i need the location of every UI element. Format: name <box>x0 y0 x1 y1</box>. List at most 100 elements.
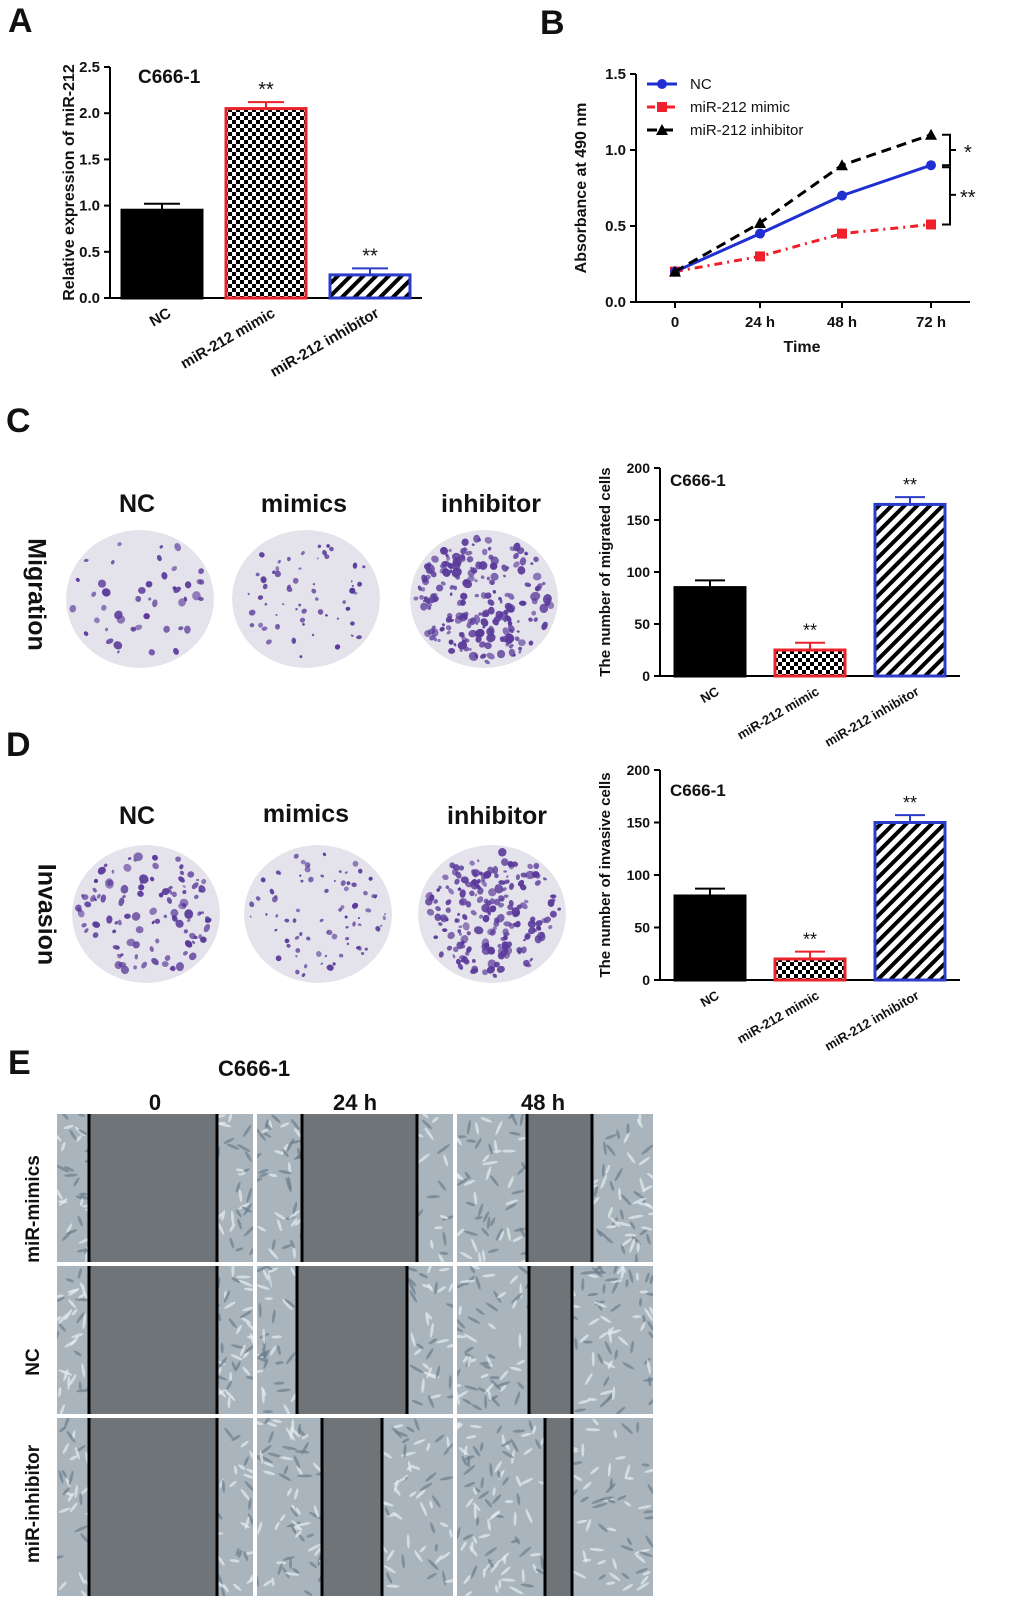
x-tick-label: 0 <box>671 314 679 331</box>
cell <box>294 1488 299 1500</box>
cell <box>610 1304 621 1312</box>
stained-cell <box>352 921 356 927</box>
stained-cell <box>508 644 514 649</box>
cell <box>235 1548 240 1557</box>
cell <box>647 1212 653 1216</box>
panel-label-b: B <box>540 4 565 42</box>
cell <box>77 1248 87 1253</box>
stained-cell <box>457 641 468 650</box>
cell <box>244 1151 252 1162</box>
cell <box>68 1299 77 1309</box>
cell <box>434 1226 443 1230</box>
cell <box>592 1502 608 1509</box>
cell <box>292 1568 300 1574</box>
cell <box>257 1369 264 1374</box>
stained-cell <box>496 965 505 973</box>
stained-cell <box>326 964 334 971</box>
cell <box>635 1272 639 1281</box>
stained-cell <box>550 894 557 899</box>
panel-label-e: E <box>8 1044 31 1082</box>
y-tick-label: 100 <box>627 564 651 580</box>
cell <box>474 1216 483 1220</box>
cell <box>644 1308 653 1322</box>
cell <box>600 1315 612 1323</box>
stained-cell <box>350 621 355 626</box>
stained-cell <box>188 952 197 961</box>
stained-cell <box>295 969 300 975</box>
cell <box>418 1273 429 1279</box>
cell <box>259 1450 264 1464</box>
stained-cell <box>172 915 178 922</box>
stained-cell <box>478 612 482 616</box>
cell <box>67 1289 79 1293</box>
cell <box>516 1360 526 1365</box>
cell <box>646 1359 651 1375</box>
cell <box>298 1534 305 1542</box>
stained-cell <box>451 567 462 578</box>
stained-cell <box>345 937 350 941</box>
cell <box>589 1547 605 1552</box>
cell <box>74 1525 89 1533</box>
stained-cell <box>426 602 432 608</box>
cell <box>271 1114 281 1123</box>
stained-cell <box>81 894 85 898</box>
stained-cell <box>130 626 137 632</box>
stained-cell <box>519 884 527 891</box>
cell <box>529 1553 542 1557</box>
legend-marker <box>657 79 667 89</box>
stained-cell <box>247 592 250 596</box>
cell <box>401 1438 410 1444</box>
wound-time-0: 0 <box>148 1090 162 1115</box>
stained-cell <box>445 885 450 889</box>
cell <box>470 1541 474 1552</box>
cell <box>279 1456 294 1461</box>
stained-cell <box>178 626 184 631</box>
stained-cell <box>179 898 189 907</box>
cell <box>643 1510 653 1514</box>
cell <box>58 1323 67 1332</box>
stained-cell <box>324 954 328 958</box>
cell <box>232 1583 242 1591</box>
dish-image <box>72 845 220 983</box>
stained-cell <box>169 889 173 895</box>
stained-cell <box>345 926 349 929</box>
cell <box>407 1277 417 1287</box>
cell <box>238 1549 243 1558</box>
cell <box>74 1298 91 1302</box>
cell <box>592 1418 599 1426</box>
cell <box>386 1572 393 1584</box>
category-label: NC <box>147 305 174 331</box>
cell <box>57 1188 63 1200</box>
stained-cell <box>175 856 182 862</box>
stained-cell <box>97 579 107 588</box>
stained-cell <box>486 576 490 581</box>
stained-cell <box>374 894 378 899</box>
cell <box>598 1331 609 1339</box>
stained-cell <box>471 543 475 547</box>
wound-image <box>57 1114 253 1262</box>
cell <box>611 1279 620 1294</box>
stained-cell <box>524 933 531 940</box>
cell <box>458 1305 462 1316</box>
cell <box>646 1233 651 1245</box>
cell <box>290 1218 298 1227</box>
bar-1 <box>224 107 308 300</box>
stained-cell <box>457 963 464 970</box>
cell <box>281 1244 293 1249</box>
stained-cell <box>148 649 155 656</box>
cell <box>260 1386 267 1397</box>
data-point <box>755 251 765 262</box>
cell <box>78 1571 85 1585</box>
cell <box>480 1117 492 1123</box>
stained-cell <box>274 570 281 578</box>
stained-cell <box>101 604 107 611</box>
cell <box>618 1336 629 1346</box>
cell <box>490 1379 502 1391</box>
stained-cell <box>120 965 129 975</box>
stained-cell <box>151 957 159 966</box>
stained-cell <box>265 913 268 916</box>
stained-cell <box>551 898 556 903</box>
cell <box>609 1180 615 1192</box>
stained-cell <box>457 929 462 934</box>
wound-image <box>257 1266 453 1414</box>
